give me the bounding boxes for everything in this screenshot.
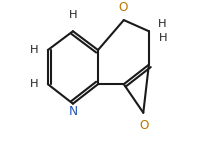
Text: N: N [69, 105, 78, 118]
Text: H: H [157, 19, 166, 29]
Text: H: H [30, 79, 39, 89]
Text: O: O [118, 1, 127, 14]
Text: H: H [68, 10, 77, 20]
Text: O: O [139, 119, 148, 132]
Text: H: H [30, 45, 39, 55]
Text: H: H [158, 33, 166, 43]
